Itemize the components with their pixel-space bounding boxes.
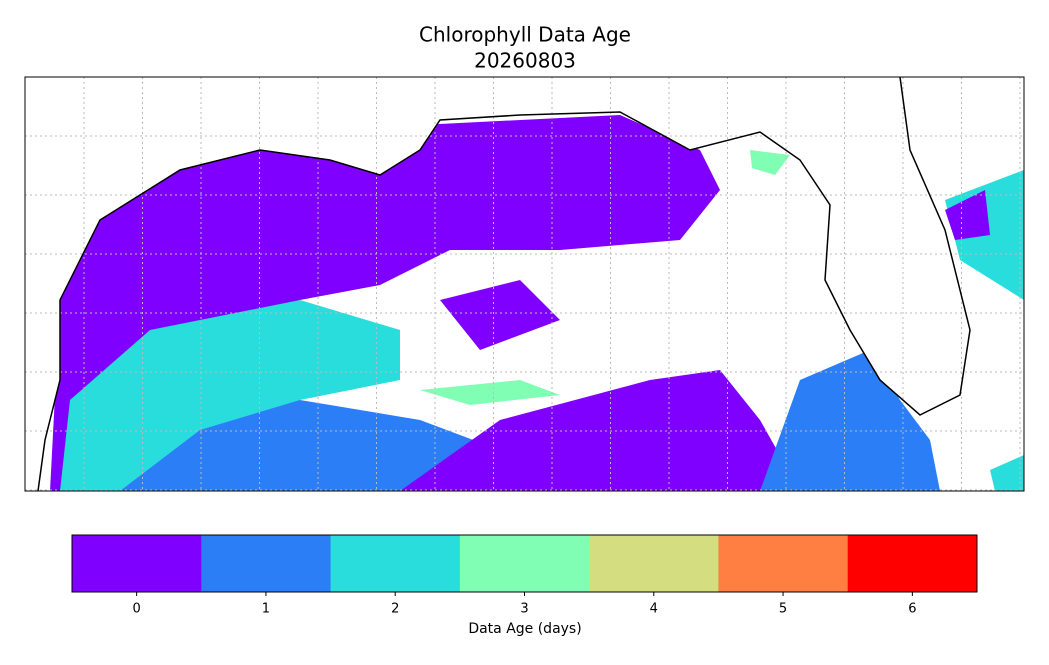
colorbar-segment bbox=[459, 535, 590, 592]
colorbar-segment bbox=[72, 535, 202, 592]
data-region bbox=[990, 455, 1024, 491]
colorbar-tick-label: 1 bbox=[262, 602, 270, 617]
colorbar-frame bbox=[71, 534, 978, 593]
colorbar-label: Data Age (days) bbox=[468, 621, 581, 637]
map-title: Chlorophyll Data Age bbox=[419, 23, 631, 47]
colorbar-tick-label: 4 bbox=[650, 602, 658, 617]
data-region bbox=[750, 150, 790, 175]
data-region bbox=[60, 300, 400, 491]
colorbar-tick-label: 2 bbox=[391, 602, 399, 617]
colorbar-segment bbox=[589, 535, 719, 592]
colorbar-segment bbox=[718, 535, 849, 592]
data-region bbox=[760, 350, 940, 491]
colorbar-tick-label: 5 bbox=[779, 602, 787, 617]
colorbar-tick-label: 6 bbox=[908, 602, 916, 617]
data-region bbox=[120, 400, 500, 491]
data-region bbox=[440, 280, 560, 350]
data-region bbox=[945, 190, 990, 240]
colorbar-segment bbox=[847, 535, 978, 592]
map-subtitle: 20260803 bbox=[474, 49, 576, 73]
colorbar-segment bbox=[330, 535, 461, 592]
colorbar-tick-label: 3 bbox=[520, 602, 528, 617]
land bbox=[25, 77, 970, 491]
colorbar-segment bbox=[201, 535, 332, 592]
colorbar-tick-label: 0 bbox=[133, 602, 141, 617]
map-frame bbox=[24, 76, 1025, 492]
graticule bbox=[25, 77, 1024, 491]
coastline bbox=[37, 76, 971, 492]
colorbar: 0 1 2 3 4 5 6 bbox=[71, 534, 978, 617]
data-region bbox=[420, 380, 560, 405]
map bbox=[25, 77, 1024, 491]
